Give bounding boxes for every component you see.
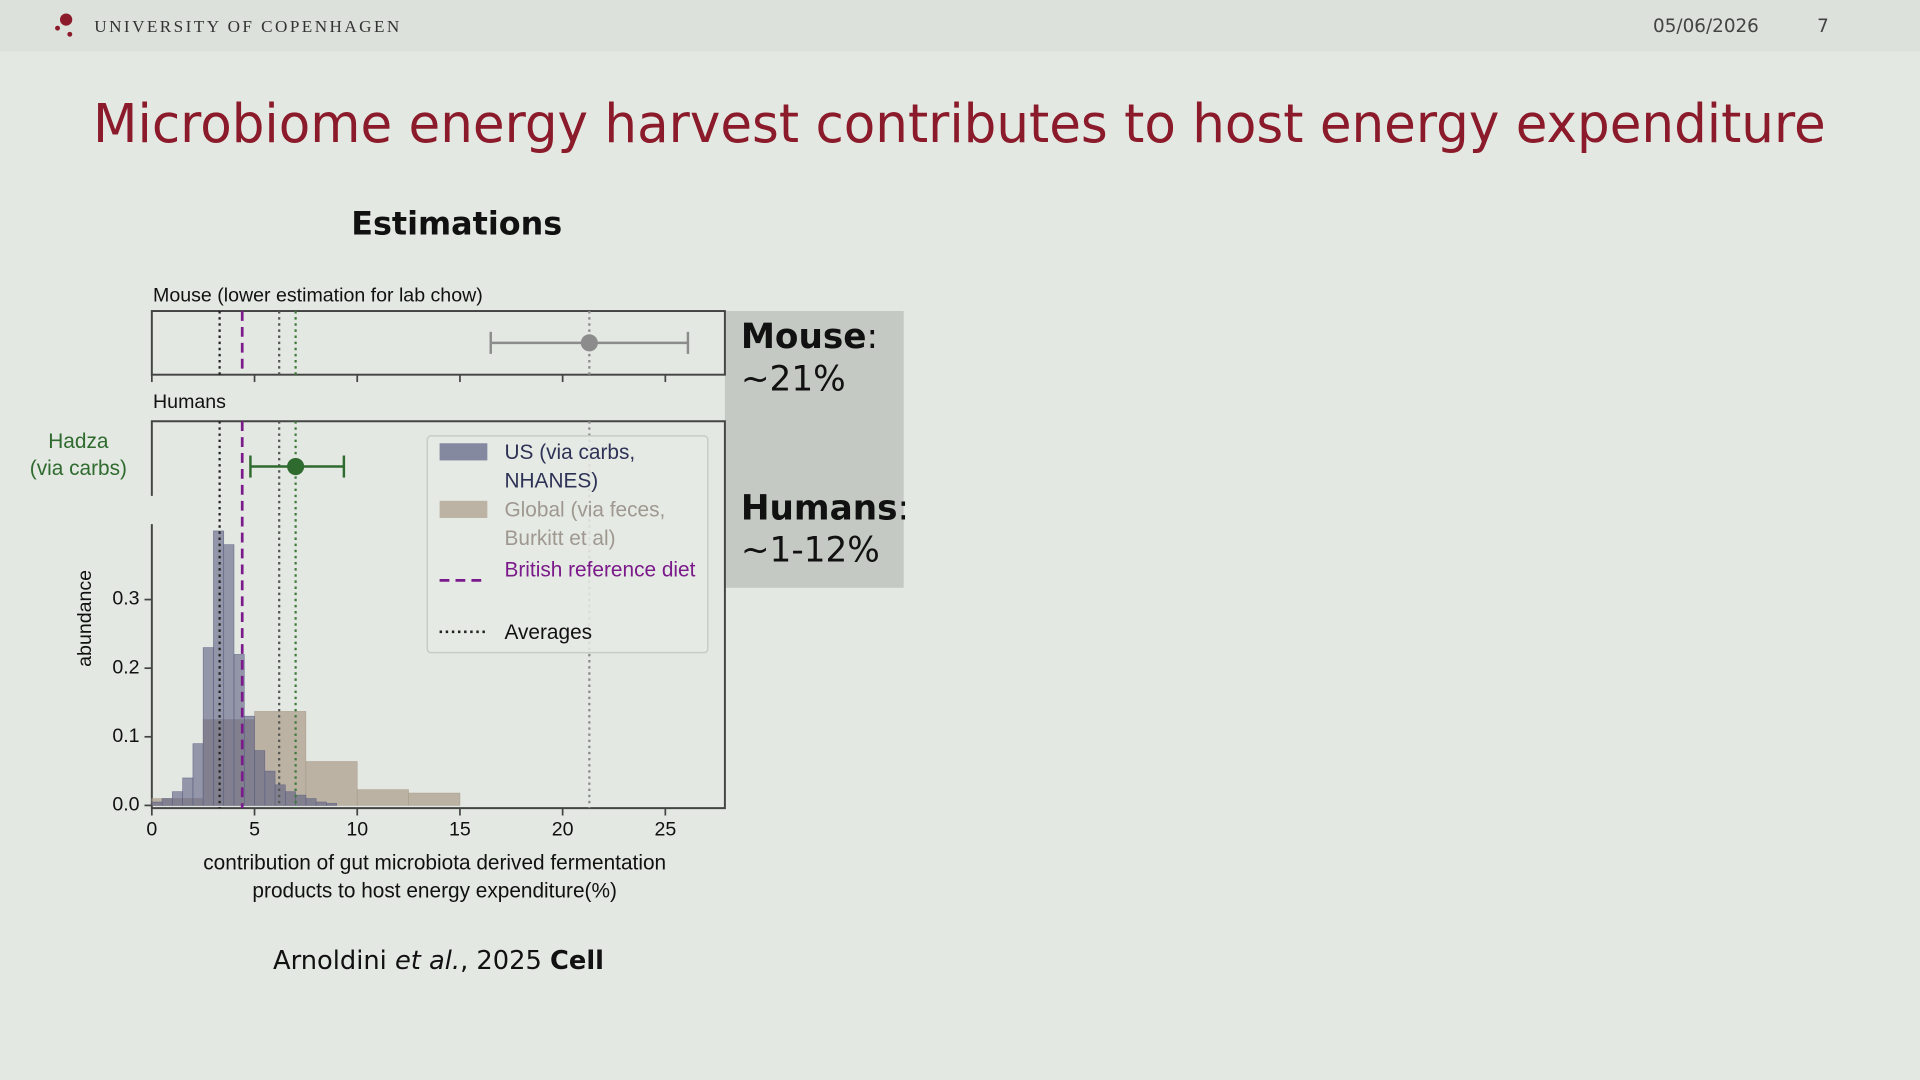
histogram-bar (326, 803, 338, 806)
histogram-bar (161, 798, 173, 806)
citation-year: , 2025 (460, 946, 542, 976)
humans-panel-frame (150, 420, 726, 810)
summary-value: ~1-12% (741, 531, 880, 571)
estimate-point (287, 457, 305, 476)
histogram-bar (223, 544, 235, 806)
summary-key: Humans (741, 488, 898, 528)
point-label-box: Hadza (via carbs) (29, 429, 127, 480)
citation-etal: et al. (395, 946, 460, 976)
y-tick-label: 0.1 (112, 725, 139, 747)
histogram-bar (315, 801, 327, 806)
x-axis-label: contribution of gut microbiota derived f… (203, 851, 667, 903)
histogram-bar (264, 770, 276, 806)
panel-label: Humans (153, 391, 226, 413)
legend-entry: British reference diet (504, 558, 696, 582)
y-tick-label: 0.2 (112, 656, 139, 678)
histogram-bar (356, 789, 409, 806)
logo (55, 13, 73, 37)
histogram-bar (295, 794, 307, 806)
summary-value: ~21% (741, 359, 846, 399)
y-axis-label: abundance (74, 570, 96, 667)
histogram-bar (172, 791, 183, 806)
x-tick-label: 5 (249, 818, 260, 840)
histogram-bar (254, 750, 266, 806)
citation-authors: Arnoldini (273, 946, 387, 976)
legend-swatch (439, 443, 488, 461)
slide-title: Microbiome energy harvest contributes to… (93, 92, 1826, 155)
header-bar (0, 0, 1920, 52)
mouse-panel-frame (150, 310, 726, 376)
university-name: UNIVERSITY OF COPENHAGEN (94, 17, 401, 36)
legend-entry-box: British reference diet (504, 558, 696, 582)
summary-label: Mouse: (741, 316, 878, 356)
panel-label: Mouse (lower estimation for lab chow) (153, 284, 483, 306)
summary-sep: : (866, 316, 878, 356)
x-tick-label: 25 (654, 818, 676, 840)
x-tick-label: 20 (552, 818, 574, 840)
point-label: Hadza (via carbs) (29, 429, 127, 480)
histogram-bar (305, 798, 317, 806)
date: 05/06/2026 (1653, 16, 1759, 37)
legend-entry-box: US (via carbs, NHANES) (504, 440, 636, 493)
legend-swatch (439, 500, 488, 518)
y-tick-label: 0.3 (112, 588, 139, 610)
subtitle: Estimations (351, 204, 562, 242)
estimate-point (580, 334, 598, 352)
legend-entry: Averages (504, 620, 593, 645)
summary-label: Humans: (741, 488, 909, 528)
histogram-bar (285, 791, 296, 806)
legend-entry: Global (via feces, Burkitt et al) (504, 498, 666, 550)
y-tick-label: 0.0 (112, 794, 139, 816)
histogram-bar (182, 777, 194, 806)
page-number: 7 (1817, 16, 1829, 37)
legend-entry-box: Global (via feces, Burkitt et al) (504, 498, 666, 550)
legend-frame (426, 435, 709, 654)
histogram-bar (192, 743, 204, 806)
histogram-bar (202, 647, 214, 806)
histogram-bar (305, 761, 358, 806)
x-axis-label-box: contribution of gut microbiota derived f… (203, 851, 667, 903)
histogram-bar (408, 792, 461, 806)
summary-key: Mouse (741, 316, 867, 356)
x-tick-label: 10 (346, 818, 368, 840)
summary-sep: : (898, 488, 910, 528)
histogram-bar (151, 801, 163, 806)
citation-journal: Cell (550, 946, 604, 976)
legend-entry-box: Averages (504, 620, 593, 645)
summary-box (724, 311, 904, 588)
citation: Arnoldini et al., 2025 Cell (273, 946, 604, 976)
x-tick-label: 0 (146, 818, 157, 840)
histogram-bar (243, 715, 255, 806)
x-tick-label: 15 (449, 818, 471, 840)
legend-entry: US (via carbs, NHANES) (504, 440, 636, 493)
